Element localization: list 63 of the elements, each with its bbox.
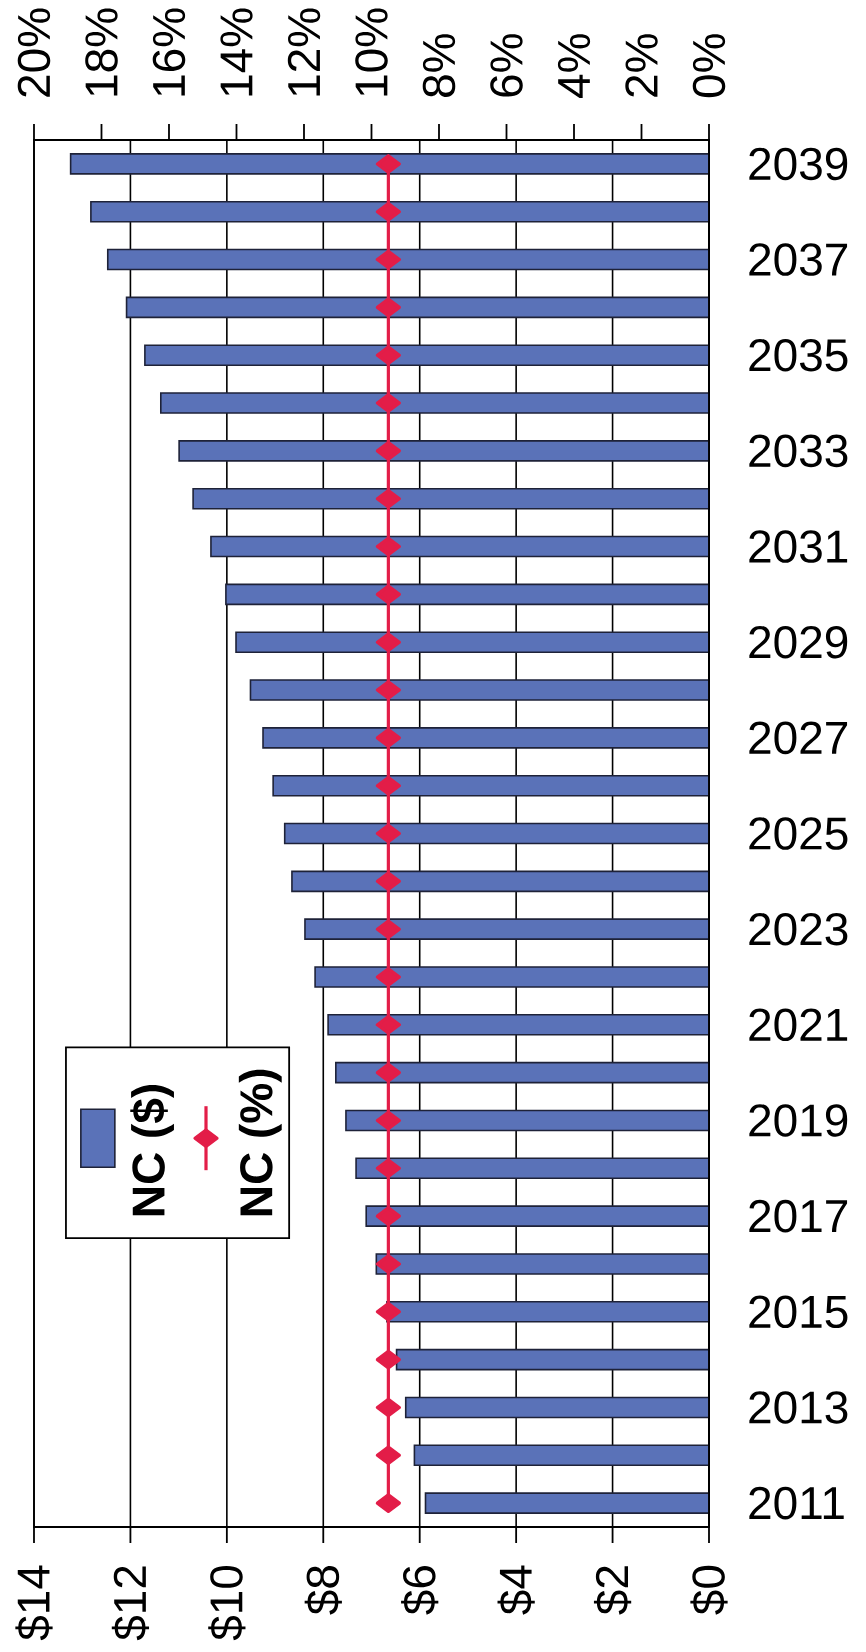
bar (249, 679, 709, 701)
y-tick-label: 2015 (749, 1295, 848, 1329)
x2-tick-label: 8% (422, 34, 456, 97)
bar (235, 631, 709, 653)
y-tick-label: 2025 (749, 817, 848, 850)
bar (106, 248, 709, 271)
y-tick-label: 2037 (749, 243, 848, 276)
bar (355, 1157, 709, 1180)
bar (314, 966, 709, 988)
y-tick-label: 2033 (749, 434, 848, 468)
bar (404, 1396, 709, 1419)
x-tick-label: $4 (497, 1565, 535, 1615)
bar (160, 392, 709, 414)
bar (304, 918, 709, 940)
bar (125, 296, 709, 319)
y-tick-label: 2031 (749, 530, 848, 563)
legend-label: NC ($) (130, 1085, 174, 1216)
x-tick-label: $12 (111, 1566, 150, 1641)
y-tick-label: 2039 (749, 147, 848, 181)
bar (69, 153, 709, 175)
x-tick-label: $14 (15, 1565, 53, 1641)
x-tick-label: $8 (304, 1566, 342, 1615)
x2-tick-label: 14% (220, 8, 253, 96)
x-tick-label: $10 (208, 1565, 246, 1641)
bar (90, 200, 709, 223)
bar (144, 344, 709, 367)
bar (327, 1014, 709, 1036)
bar (210, 535, 709, 558)
x2-tick-label: 12% (287, 8, 321, 96)
x2-tick-label: 0% (692, 34, 726, 98)
bar (345, 1109, 709, 1132)
x-tick-label: $0 (690, 1565, 728, 1615)
bar (272, 774, 709, 797)
y-tick-label: 2021 (749, 1008, 848, 1042)
bar (262, 727, 709, 749)
x2-tick-label: 10% (355, 8, 388, 96)
y-tick-label: 2013 (749, 1391, 848, 1424)
y-tick-label: 2019 (749, 1104, 848, 1137)
bar (413, 1444, 709, 1467)
y-tick-label: 2027 (749, 721, 848, 755)
x2-tick-label: 6% (490, 34, 523, 97)
bar (283, 822, 709, 845)
legend-label: NC (%) (238, 1069, 282, 1216)
x2-tick-label: 2% (625, 34, 658, 97)
x2-tick-label: 16% (152, 8, 186, 96)
y-tick-label: 2023 (749, 912, 848, 946)
bar (178, 440, 709, 462)
y-tick-label: 2029 (749, 625, 848, 659)
y-tick-label: 2011 (749, 1486, 844, 1520)
bar (291, 870, 709, 893)
bar (192, 487, 709, 510)
x2-tick-label: 4% (557, 34, 591, 98)
x-tick-label: $2 (593, 1566, 632, 1615)
y-tick-label: 2035 (749, 338, 848, 372)
bar (335, 1061, 709, 1084)
y-tick-label: 2017 (749, 1199, 848, 1233)
x2-tick-label: 20% (17, 8, 51, 97)
bar (365, 1205, 709, 1227)
bar (395, 1348, 709, 1371)
bar (225, 583, 709, 606)
x2-tick-label: 18% (85, 8, 118, 96)
bar (424, 1492, 709, 1514)
x-tick-label: $6 (401, 1566, 439, 1615)
